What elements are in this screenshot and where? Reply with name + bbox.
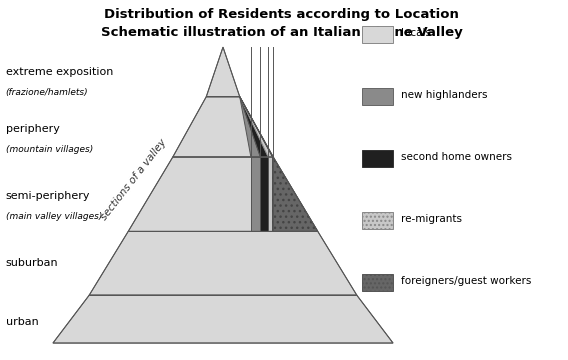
- Text: Distribution of Residents according to Location: Distribution of Residents according to L…: [104, 8, 459, 21]
- Polygon shape: [251, 157, 260, 231]
- Polygon shape: [240, 97, 268, 157]
- Polygon shape: [128, 157, 318, 231]
- Text: periphery: periphery: [6, 123, 60, 134]
- Text: new highlanders: new highlanders: [402, 90, 488, 100]
- Text: second home owners: second home owners: [402, 152, 512, 162]
- Bar: [362, 26, 393, 43]
- Text: locals: locals: [402, 28, 432, 38]
- Polygon shape: [268, 157, 273, 231]
- Polygon shape: [240, 97, 260, 157]
- Bar: [362, 212, 393, 229]
- Bar: [362, 88, 393, 105]
- Text: (frazione/hamlets): (frazione/hamlets): [6, 88, 88, 97]
- Text: urban: urban: [6, 317, 38, 327]
- Polygon shape: [53, 295, 393, 343]
- Bar: [362, 274, 393, 291]
- Polygon shape: [240, 97, 273, 157]
- Polygon shape: [240, 97, 273, 157]
- Text: semi-periphery: semi-periphery: [6, 191, 90, 201]
- Text: Schematic illustration of an Italian Alpine Valley: Schematic illustration of an Italian Alp…: [101, 26, 462, 39]
- Polygon shape: [173, 97, 273, 157]
- Text: extreme exposition: extreme exposition: [6, 67, 113, 77]
- Polygon shape: [206, 47, 240, 97]
- Polygon shape: [260, 157, 268, 231]
- Text: re-migrants: re-migrants: [402, 214, 462, 224]
- Text: (mountain villages): (mountain villages): [6, 145, 93, 154]
- Polygon shape: [89, 231, 357, 295]
- Text: foreigners/guest workers: foreigners/guest workers: [402, 276, 532, 286]
- Bar: [362, 150, 393, 167]
- Text: sections of a valley: sections of a valley: [99, 138, 169, 222]
- Text: suburban: suburban: [6, 258, 58, 268]
- Polygon shape: [273, 157, 318, 231]
- Text: (main valley villages): (main valley villages): [6, 212, 102, 221]
